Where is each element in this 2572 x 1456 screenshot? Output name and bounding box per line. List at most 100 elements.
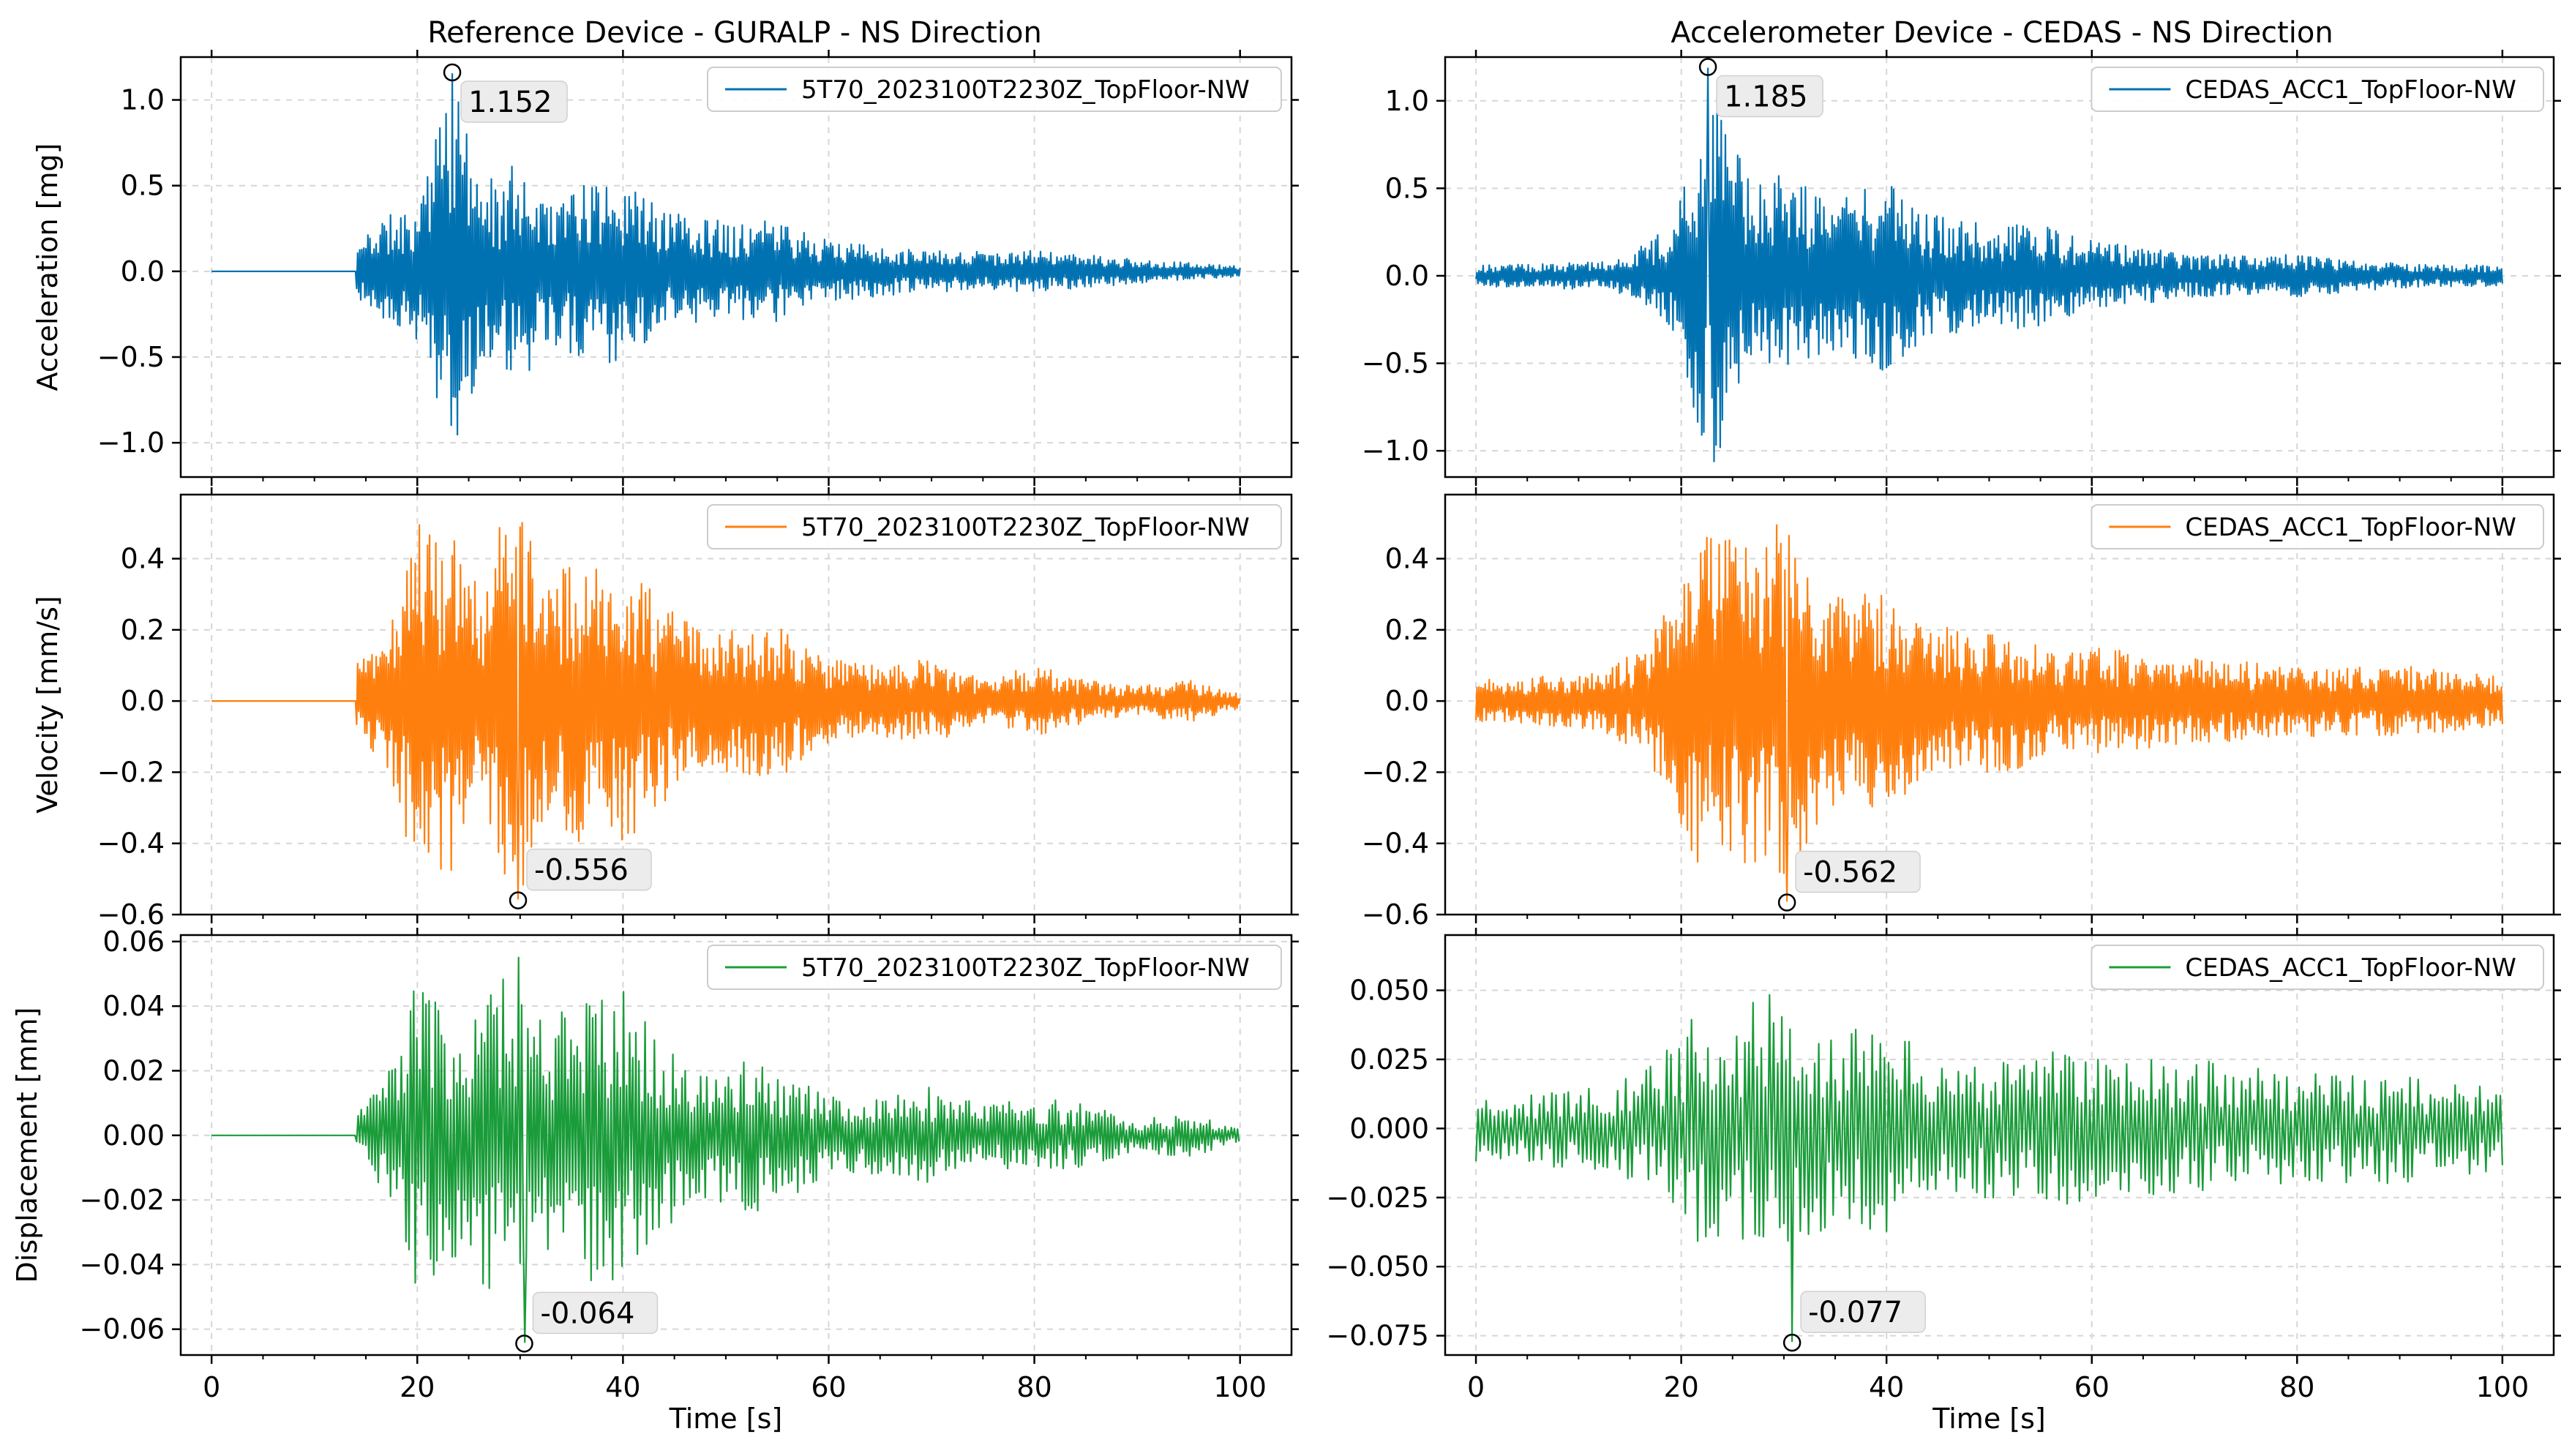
peak-label-box: [1716, 75, 1823, 118]
peak-annotation: -0.562: [1777, 850, 1921, 912]
y-tick-label: −0.2: [1362, 756, 1429, 788]
legend-label: 5T70_2023100T2230Z_TopFloor-NW: [801, 953, 1250, 983]
y-tick-label: −0.025: [1326, 1182, 1429, 1214]
y-tick-label: 0.0: [1385, 260, 1429, 292]
legend: CEDAS_ACC1_TopFloor-NW: [2091, 504, 2544, 549]
peak-annotation: 1.152: [443, 63, 568, 123]
legend-label: CEDAS_ACC1_TopFloor-NW: [2185, 513, 2516, 542]
y-tick-label: −0.4: [97, 828, 165, 860]
legend-box: [707, 945, 1282, 990]
peak-marker: [515, 1335, 533, 1353]
panel-ref-disp: 0 20 40 60 80 100 −0.06 −0.04 −0.02 0.00 0.02 0.04 0…: [11, 926, 1299, 1435]
series-line-acc-acc: [1475, 67, 2503, 462]
y-tick-label: 0.050: [1349, 975, 1429, 1007]
x-tick-label: 40: [605, 1371, 640, 1403]
legend: 5T70_2023100T2230Z_TopFloor-NW: [707, 945, 1282, 990]
legend-box: [2091, 945, 2544, 990]
legend-box: [2091, 67, 2544, 112]
legend-box: [707, 67, 1282, 112]
peak-marker: [509, 891, 528, 909]
peak-marker: [1777, 893, 1796, 912]
x-tick-label: 80: [2279, 1371, 2314, 1403]
y-tick-label: −0.6: [1362, 898, 1429, 931]
y-tick-label: −1.0: [1362, 435, 1429, 467]
x-tick-label: 60: [2074, 1371, 2110, 1403]
right-column-title: Accelerometer Device - CEDAS - NS Direct…: [1671, 16, 2333, 50]
x-tick-label: 100: [1213, 1371, 1267, 1403]
series-line-ref-vel: [211, 522, 1241, 900]
series-line-ref-disp: [211, 956, 1240, 1343]
y-tick-label: −0.04: [80, 1248, 165, 1280]
y-tick-label: −0.5: [97, 341, 165, 373]
y-tick-label: −0.6: [97, 898, 165, 931]
y-tick-label: −0.4: [1362, 828, 1429, 860]
peak-annotation: -0.064: [515, 1291, 659, 1353]
left-column-title: Reference Device - GURALP - NS Direction: [427, 16, 1042, 50]
x-tick-label: 40: [1869, 1371, 1904, 1403]
peak-label-box: [526, 848, 652, 891]
legend-label: 5T70_2023100T2230Z_TopFloor-NW: [801, 513, 1250, 542]
y-tick-label: −0.075: [1326, 1320, 1429, 1352]
x-axis-label: Time [s]: [1932, 1403, 2046, 1435]
y-tick-label: 0.5: [1385, 172, 1429, 204]
x-tick-label: 0: [203, 1371, 220, 1403]
y-tick-label: 0.0: [1385, 685, 1429, 717]
axes-frame: [179, 934, 1293, 1356]
peak-label-box: [1800, 1291, 1926, 1333]
x-axis-label: Time [s]: [669, 1403, 783, 1435]
panel-ref-acc: −1.0 −0.5 0.0 0.5 1.0 Acceleration [mg] 5T70_2…: [31, 50, 1299, 486]
legend-label: CEDAS_ACC1_TopFloor-NW: [2185, 75, 2516, 105]
y-tick-label: −0.050: [1326, 1250, 1429, 1283]
axes-frame: [1444, 493, 2555, 916]
series-line-ref-acc: [211, 72, 1241, 436]
y-axis-label: Displacement [mm]: [11, 1007, 43, 1283]
y-tick-label: −0.2: [97, 756, 165, 788]
axes-frame: [1444, 934, 2555, 1356]
x-tick-label: 100: [2476, 1371, 2530, 1403]
y-axis-label: Acceleration [mg]: [31, 143, 64, 391]
peak-annotation: -0.556: [509, 848, 652, 909]
y-tick-label: 0.2: [121, 614, 165, 646]
peak-marker: [443, 63, 462, 82]
legend-label: 5T70_2023100T2230Z_TopFloor-NW: [801, 75, 1250, 105]
peak-label: -0.562: [1803, 856, 1897, 890]
legend-label: CEDAS_ACC1_TopFloor-NW: [2185, 953, 2516, 983]
y-tick-label: 0.02: [102, 1054, 165, 1087]
y-tick-label: 0.0: [121, 685, 165, 717]
y-tick-label: −1.0: [97, 427, 165, 459]
axes-frame: [179, 56, 1293, 479]
series-line-acc-vel: [1475, 524, 2503, 902]
axes-frame: [1444, 56, 2555, 479]
panel-acc-acc: −1.0 −0.5 0.0 0.5 1.0 CEDAS_ACC1_TopFloor-NW 1…: [1362, 50, 2561, 486]
peak-label-box: [1795, 850, 1921, 893]
y-tick-label: 1.0: [1385, 85, 1429, 117]
y-tick-label: 0.4: [121, 543, 165, 575]
panel-ref-vel: −0.6 −0.4 −0.2 0.0 0.2 0.4 Velocity [mm/s] 5T70…: [31, 487, 1299, 931]
peak-label: -0.077: [1808, 1296, 1902, 1329]
peak-marker: [1782, 1333, 1801, 1352]
y-tick-label: 0.000: [1349, 1112, 1429, 1144]
y-tick-label: −0.02: [80, 1184, 165, 1216]
y-tick-label: 0.04: [102, 990, 165, 1022]
y-tick-label: 0.4: [1385, 543, 1429, 575]
peak-annotation: 1.185: [1698, 58, 1823, 118]
panel-acc-disp: 0 20 40 60 80 100 −0.075 −0.050 −0.025 0.000 0.025…: [1326, 928, 2561, 1435]
legend: 5T70_2023100T2230Z_TopFloor-NW: [707, 67, 1282, 112]
x-tick-label: 20: [400, 1371, 435, 1403]
x-tick-label: 60: [811, 1371, 846, 1403]
y-tick-label: 0.2: [1385, 614, 1429, 646]
y-tick-label: 1.0: [121, 84, 165, 116]
legend: 5T70_2023100T2230Z_TopFloor-NW: [707, 504, 1282, 549]
y-axis-label: Velocity [mm/s]: [31, 596, 64, 813]
axes-frame: [179, 493, 1293, 916]
legend: CEDAS_ACC1_TopFloor-NW: [2091, 67, 2544, 112]
peak-label: 1.152: [468, 86, 552, 119]
y-tick-label: 0.0: [121, 255, 165, 288]
y-tick-label: 0.00: [102, 1119, 165, 1152]
series-line-acc-disp: [1475, 994, 2503, 1343]
y-tick-label: 0.5: [121, 170, 165, 202]
y-tick-label: −0.5: [1362, 348, 1429, 380]
panel-acc-vel: −0.6 −0.4 −0.2 0.0 0.2 0.4 CEDAS_ACC1_TopFloor…: [1362, 487, 2561, 931]
peak-label: 1.185: [1724, 80, 1808, 114]
peak-annotation: -0.077: [1782, 1291, 1926, 1352]
